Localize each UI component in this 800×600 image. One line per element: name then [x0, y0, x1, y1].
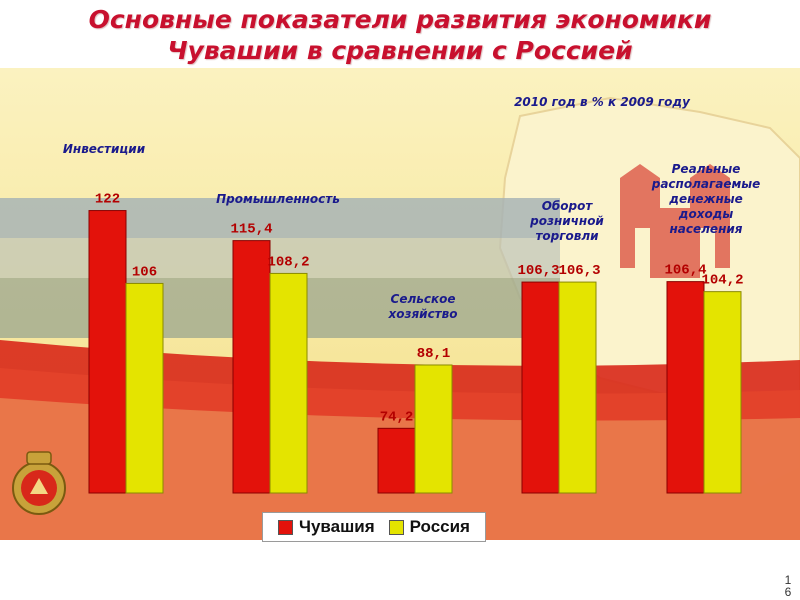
labels-layer: 122 115,4 74,2 106,3 106,4 106 108,2 88,1 106,3 1…: [63, 142, 760, 425]
bar-russia-4: [703, 291, 742, 494]
chart-legend: Чувашия Россия: [262, 512, 486, 542]
value-label-chuvashia-1: 115,4: [230, 222, 272, 238]
legend-swatch-chuvashia: [278, 519, 293, 535]
category-label-4: Реальные располагаемые денежные доходы насел…: [651, 162, 761, 236]
category-label-0: Инвестиции: [63, 142, 146, 156]
value-label-russia-2: 88,1: [417, 346, 451, 362]
bar-chuvashia-1: [232, 240, 271, 494]
value-label-chuvashia-2: 74,2: [380, 409, 414, 425]
value-label-russia-0: 106: [132, 264, 157, 280]
bar-chuvashia-4: [666, 281, 705, 494]
chart-subtitle: 2010 год в % к 2009 году: [514, 95, 691, 109]
emblem-icon: [12, 451, 66, 515]
category-label-3: Оборот розничной торговли: [529, 199, 604, 243]
value-label-chuvashia-4: 106,4: [664, 263, 706, 279]
slide-title: Основные показатели развития экономики Ч…: [0, 4, 800, 66]
value-label-russia-4: 104,2: [701, 273, 743, 289]
category-label-2: Сельское хозяйство: [388, 292, 458, 321]
legend-entry-russia: Россия: [388, 517, 470, 537]
value-label-russia-1: 108,2: [267, 254, 309, 270]
value-label-chuvashia-0: 122: [95, 192, 120, 208]
bar-russia-1: [269, 272, 308, 494]
legend-label-russia: Россия: [409, 517, 470, 536]
bar-chuvashia-2: [377, 427, 416, 494]
value-label-chuvashia-3: 106,3: [517, 263, 559, 279]
value-label-russia-3: 106,3: [558, 263, 600, 279]
legend-label-chuvashia: Чувашия: [299, 517, 375, 536]
bar-russia-2: [414, 364, 453, 494]
legend-entry-chuvashia: Чувашия: [278, 517, 375, 537]
slide-title-line-1: Основные показатели развития экономики: [88, 5, 712, 34]
page-number: 16: [784, 573, 792, 599]
bars-layer: [88, 210, 742, 494]
ornament-shape: [620, 164, 730, 278]
bar-chuvashia-0: [88, 210, 127, 494]
slide-title-line-2: Чувашии в сравнении с Россией: [167, 36, 633, 65]
bar-russia-3: [558, 281, 597, 494]
legend-swatch-russia: [388, 519, 404, 535]
bar-chuvashia-3: [521, 281, 560, 494]
category-label-1: Промышленность: [216, 192, 340, 206]
bar-russia-0: [125, 282, 164, 494]
